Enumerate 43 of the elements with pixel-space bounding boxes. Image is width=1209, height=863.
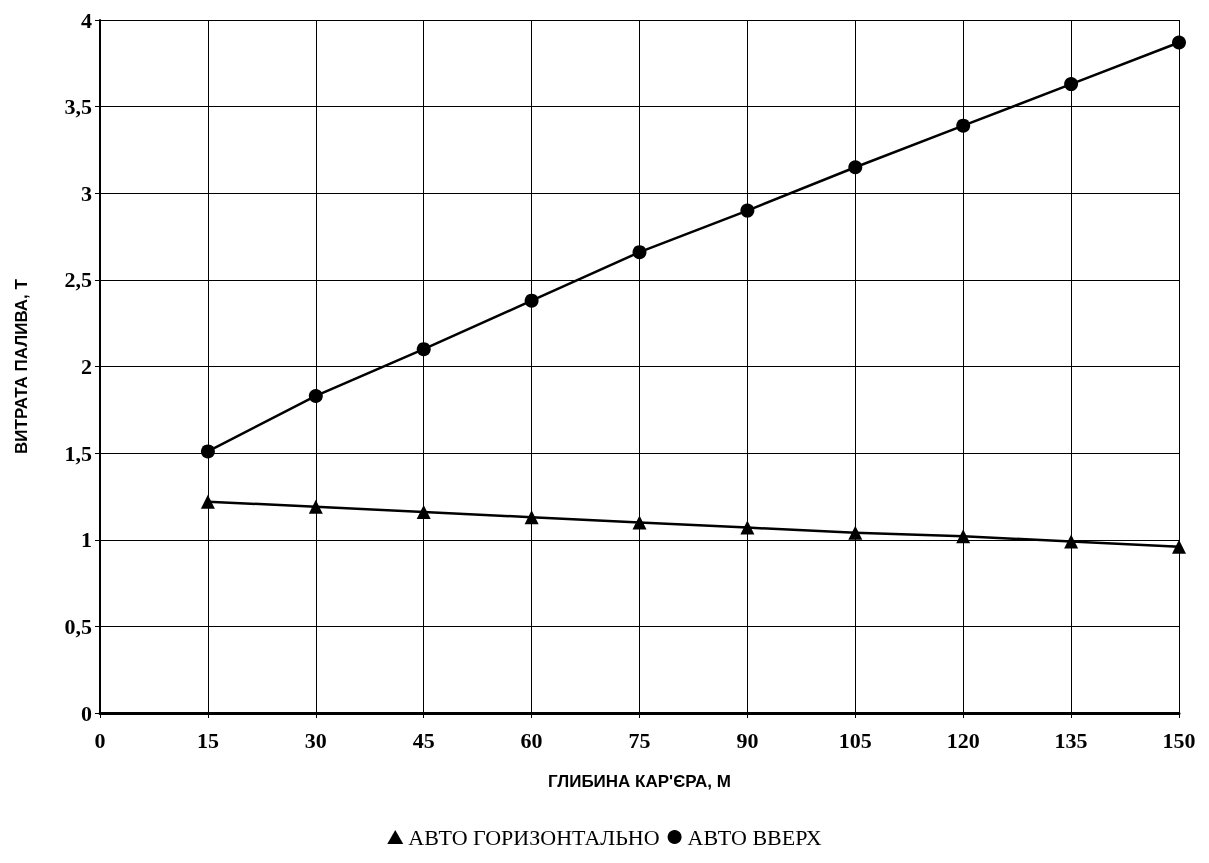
x-tick-label: 60 <box>520 727 543 753</box>
x-tick-label: 45 <box>412 727 435 753</box>
point <box>848 160 863 175</box>
point <box>1172 35 1186 50</box>
point <box>416 505 431 520</box>
point <box>632 245 647 260</box>
x-tick-label: 75 <box>628 727 651 753</box>
x-axis-title: ГЛИБИНА КАР'ЄРА, М <box>548 772 731 791</box>
y-tick-label: 0,5 <box>64 613 92 639</box>
point <box>416 342 431 357</box>
point <box>1172 539 1186 554</box>
point <box>1064 77 1079 92</box>
legend-label: АВТО ВВЕРХ <box>687 824 822 850</box>
x-tick-label: 90 <box>736 727 759 753</box>
y-tick-label: 1,5 <box>64 440 92 466</box>
point <box>848 525 863 540</box>
x-tick-label: 30 <box>304 727 327 753</box>
point <box>524 510 539 525</box>
point <box>740 203 755 218</box>
point <box>200 494 215 509</box>
point <box>956 529 971 544</box>
point <box>1064 534 1079 549</box>
y-tick-label: 2 <box>81 354 92 379</box>
legend-label: АВТО ГОРИЗОНТАЛЬНО <box>408 824 660 850</box>
point <box>200 444 215 459</box>
x-tick-label: 15 <box>196 727 219 753</box>
point <box>308 499 323 514</box>
point <box>740 520 755 535</box>
x-tick-label: 105 <box>838 727 872 753</box>
x-tick-label: 120 <box>946 727 980 753</box>
point <box>956 118 971 133</box>
x-tick-label: 135 <box>1054 727 1088 753</box>
y-axis-title: ВИТРАТА ПАЛИВА, Т <box>12 278 31 454</box>
y-tick-label: 4 <box>81 7 92 33</box>
y-tick-label: 3 <box>81 180 92 206</box>
point <box>632 515 647 530</box>
y-tick-label: 3,5 <box>64 94 92 120</box>
point <box>308 388 323 403</box>
x-tick-label: 150 <box>1162 727 1196 753</box>
y-tick-label: 1 <box>81 527 92 553</box>
y-tick-label: 2,5 <box>64 267 92 293</box>
point <box>524 293 539 308</box>
y-tick-label: 0 <box>81 700 92 726</box>
